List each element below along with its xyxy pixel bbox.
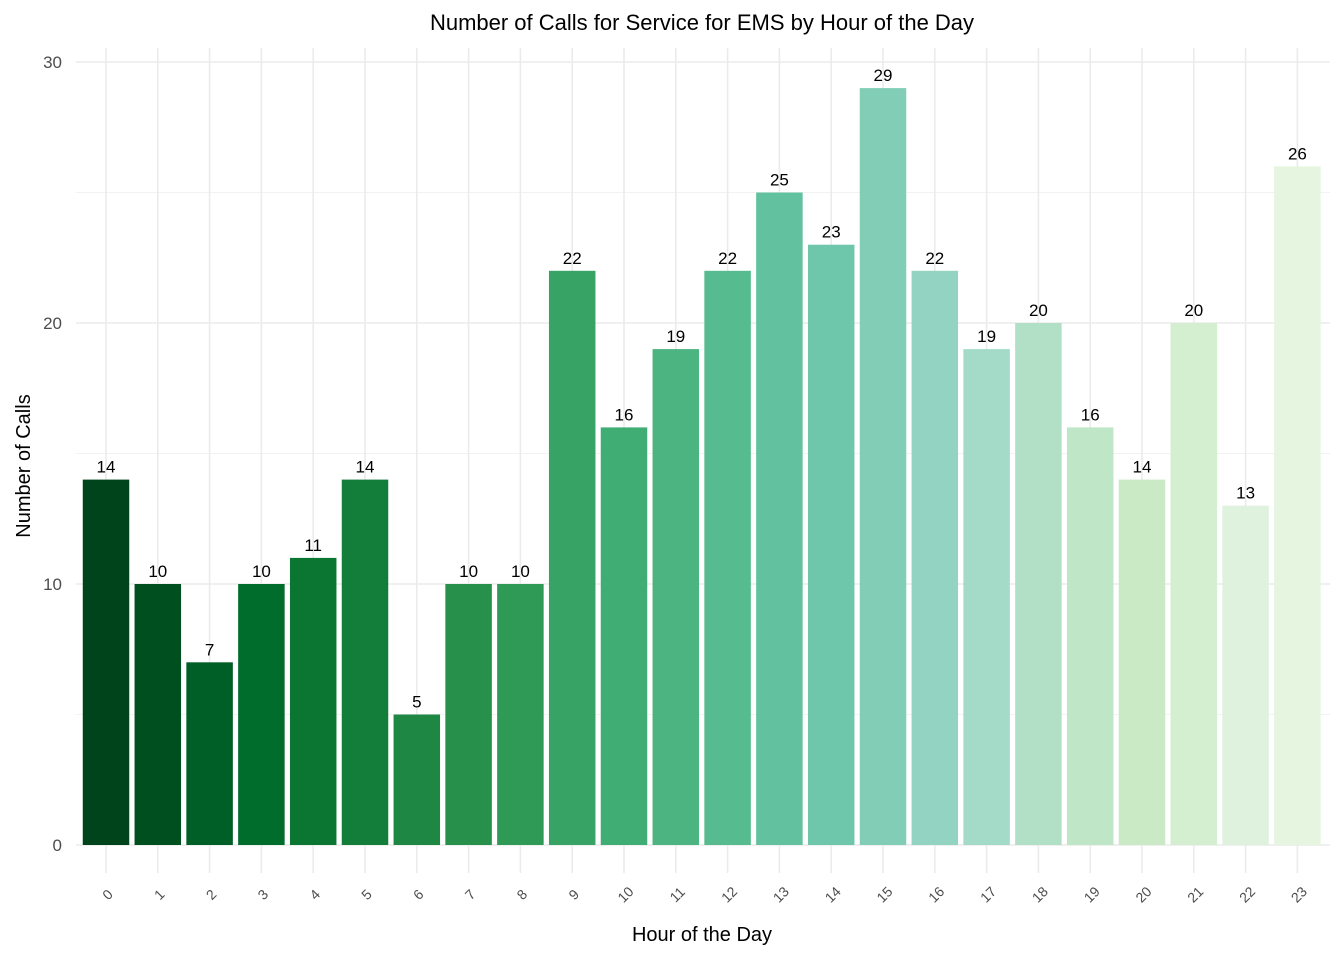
bar-hour-11 — [652, 349, 700, 845]
bar-hour-4 — [289, 557, 337, 845]
bar-hour-0 — [82, 479, 130, 845]
x-tick-label-hour-0: 0 — [99, 886, 116, 903]
data-label-hour-1: 10 — [148, 562, 167, 581]
x-tick-label-hour-7: 7 — [462, 886, 479, 903]
x-tick-label-hour-8: 8 — [513, 886, 530, 903]
y-tick-label: 10 — [43, 575, 62, 594]
data-label-hour-6: 5 — [412, 693, 421, 712]
bar-hour-15 — [859, 88, 907, 846]
data-label-hour-7: 10 — [459, 562, 478, 581]
bar-hour-10 — [600, 427, 648, 845]
data-label-hour-8: 10 — [511, 562, 530, 581]
data-label-hour-2: 7 — [205, 640, 214, 659]
data-label-hour-10: 16 — [615, 405, 634, 424]
data-label-hour-9: 22 — [563, 249, 582, 268]
bar-hour-19 — [1066, 427, 1114, 845]
x-tick-label-hour-14: 14 — [821, 883, 843, 905]
data-label-hour-13: 25 — [770, 171, 789, 190]
x-tick-label-hour-10: 10 — [614, 883, 636, 905]
bars — [82, 88, 1321, 846]
x-tick-label-hour-22: 22 — [1236, 883, 1258, 905]
data-label-hour-16: 22 — [925, 249, 944, 268]
x-tick-label-hour-21: 21 — [1184, 883, 1206, 905]
data-label-hour-12: 22 — [718, 249, 737, 268]
x-tick-label-hour-16: 16 — [925, 883, 947, 905]
data-label-hour-23: 26 — [1288, 144, 1307, 163]
x-axis-ticks: 0 1 2 3 4 5 6 7 8 9 10 11 12 13 14 15 16 17 18 19 20 21 22 23 — [99, 883, 1310, 905]
x-tick-label-hour-19: 19 — [1080, 883, 1102, 905]
y-tick-label: 20 — [43, 314, 62, 333]
data-label-hour-21: 20 — [1184, 301, 1203, 320]
bar-hour-13 — [756, 192, 803, 845]
x-tick-label-hour-6: 6 — [410, 886, 427, 903]
x-tick-label-hour-23: 23 — [1288, 883, 1310, 905]
bar-hour-14 — [807, 244, 855, 845]
x-tick-label-hour-3: 3 — [254, 886, 271, 903]
x-tick-label-hour-13: 13 — [770, 883, 792, 905]
x-axis-title: Hour of the Day — [632, 924, 772, 946]
x-tick-label-hour-12: 12 — [718, 883, 740, 905]
bar-hour-23 — [1274, 166, 1321, 845]
x-tick-label-hour-20: 20 — [1132, 883, 1154, 905]
bar-hour-5 — [341, 479, 389, 845]
bar-hour-21 — [1170, 323, 1218, 845]
data-label-hour-3: 10 — [252, 562, 271, 581]
x-tick-label-hour-17: 17 — [977, 883, 999, 905]
x-tick-label-hour-11: 11 — [666, 884, 688, 906]
bar-hour-7 — [445, 584, 492, 845]
x-tick-label-hour-15: 15 — [873, 883, 895, 905]
data-label-hour-22: 13 — [1236, 484, 1255, 503]
y-tick-label: 30 — [43, 53, 62, 72]
data-label-hour-0: 14 — [97, 458, 116, 477]
bar-hour-3 — [238, 584, 285, 845]
data-label-hour-17: 19 — [977, 327, 996, 346]
data-label-hour-14: 23 — [822, 223, 841, 242]
data-label-hour-4: 11 — [304, 536, 322, 555]
x-tick-label-hour-2: 2 — [203, 886, 220, 903]
bar-hour-20 — [1118, 479, 1166, 845]
chart-title: Number of Calls for Service for EMS by H… — [430, 10, 974, 35]
x-tick-label-hour-9: 9 — [565, 886, 582, 903]
data-label-hour-19: 16 — [1081, 405, 1100, 424]
bar-hour-8 — [497, 584, 544, 845]
data-label-hour-20: 14 — [1133, 458, 1152, 477]
data-label-hour-11: 19 — [666, 327, 685, 346]
bar-hour-17 — [963, 349, 1010, 845]
x-tick-label-hour-5: 5 — [358, 886, 375, 903]
data-label-hour-15: 29 — [874, 66, 893, 85]
bar-hour-6 — [393, 714, 441, 845]
data-labels: 14 10 7 10 11 14 5 10 10 22 16 19 22 25 23 29 22 19 20 16 14… — [97, 66, 1307, 711]
y-axis-ticks: 0 10 20 30 — [43, 53, 62, 855]
bar-hour-16 — [911, 270, 959, 845]
x-tick-label-hour-1: 1 — [151, 886, 168, 903]
bar-hour-2 — [186, 662, 233, 845]
bar-hour-12 — [704, 270, 751, 845]
y-tick-label: 0 — [53, 836, 62, 855]
data-label-hour-18: 20 — [1029, 301, 1048, 320]
bar-hour-18 — [1015, 323, 1062, 845]
data-label-hour-5: 14 — [356, 458, 375, 477]
bar-hour-9 — [548, 270, 596, 845]
x-tick-label-hour-18: 18 — [1029, 883, 1051, 905]
y-axis-title: Number of Calls — [13, 394, 35, 537]
x-tick-label-hour-4: 4 — [306, 886, 323, 903]
bar-hour-22 — [1222, 505, 1269, 845]
bar-hour-1 — [134, 584, 182, 845]
